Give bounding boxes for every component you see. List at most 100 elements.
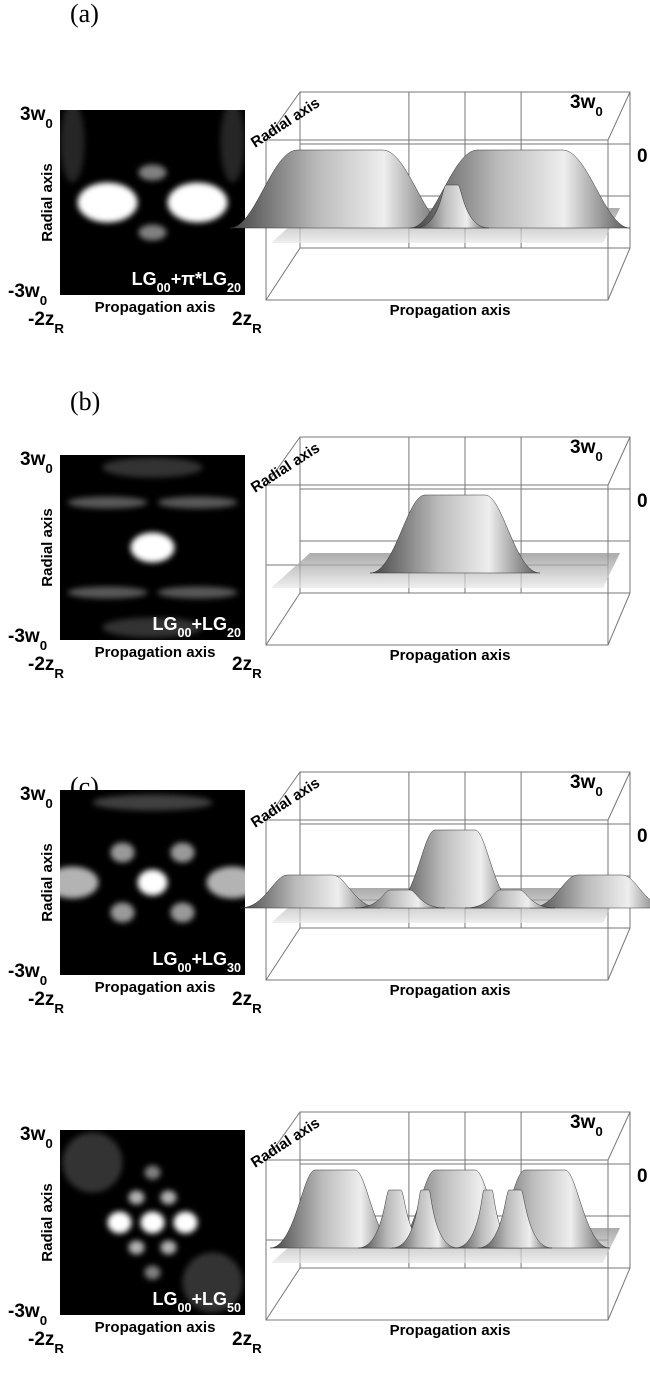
figure: (a)3w0-3w0-2zR2zRPropagation axisRadial … [0,0,650,1374]
box-edge [266,1268,300,1320]
intensity-lobe [108,1212,132,1234]
y-max-label: 3w0 [20,449,53,476]
panel-label: (a) [70,0,99,28]
x-axis-title: Propagation axis [95,1319,216,1336]
text-part: +LG [191,949,227,969]
text-part: -3w [8,281,40,302]
box-edge [608,593,630,645]
text-part: 50 [227,1301,241,1315]
surface-radial-max: 3w0 [570,92,603,119]
intensity-lobe [68,587,148,599]
x-min-label: -2zR [28,654,64,681]
text-part: 0 [595,104,602,119]
intensity-lobe [161,1191,177,1205]
intensity-lobe [145,1266,161,1280]
x-max-label: 2zR [232,654,262,681]
intensity-lobe [174,1212,198,1234]
text-part: 00 [177,626,191,640]
surface-radial-title: Radial axis [248,774,323,831]
text-part: 3w [20,1124,46,1145]
box-edge [608,92,630,140]
text-part: 3w [570,92,596,113]
text-part: R [252,666,262,681]
surface-propagation-title: Propagation axis [390,1322,511,1339]
text-part: 20 [227,626,241,640]
surface-propagation-title: Propagation axis [390,982,511,999]
x-max-label: 2zR [232,989,262,1016]
surface-value-label: 0 [637,1166,648,1187]
surface-peak [370,495,540,573]
x-max-label: 2zR [232,309,262,336]
intensity-lobe [171,903,195,923]
intensity-lobe [129,1241,145,1255]
text-part: R [252,1341,262,1356]
box-edge [608,437,630,485]
surface-propagation-title: Propagation axis [390,302,511,319]
x-axis-title: Propagation axis [95,299,216,316]
y-min-label: -3w0 [8,626,47,653]
intensity-lobe [129,1191,145,1205]
x-min-label: -2zR [28,1329,64,1356]
intensity-lobe [161,1241,177,1255]
text-part: R [252,1001,262,1016]
text-part: -2z [28,1329,54,1350]
text-part: 00 [177,1301,191,1315]
text-part: 30 [227,961,241,975]
text-part: 0 [595,449,602,464]
text-part: -3w [8,626,40,647]
text-part: 0 [45,461,52,476]
text-part: 0 [40,293,47,308]
text-part: 00 [177,961,191,975]
text-part: +LG [191,1289,227,1309]
text-part: 0 [45,116,52,131]
intensity-lobe [141,1212,165,1234]
text-part: 0 [40,638,47,653]
surface-radial-max: 3w0 [570,772,603,799]
surface-propagation-title: Propagation axis [390,647,511,664]
box-edge [266,928,300,980]
x-min-label: -2zR [28,309,64,336]
text-part: LG [152,949,177,969]
text-part: 0 [45,1136,52,1151]
intensity-lobe [171,843,195,863]
text-part: +π*LG [171,269,227,289]
text-part: R [54,1001,64,1016]
panel-label: (b) [70,387,100,416]
box-edge [608,1112,630,1160]
intensity-lobe [63,1133,123,1193]
intensity-lobe [78,183,138,223]
text-part: R [54,1341,64,1356]
box-edge [608,1268,630,1320]
intensity-lobe [111,903,135,923]
text-part: +LG [191,614,227,634]
text-part: -2z [28,654,54,675]
surface-radial-title: Radial axis [248,439,323,496]
text-part: 20 [227,281,241,295]
y-axis-title: Radial axis [39,843,56,921]
text-part: R [54,666,64,681]
box-edge [266,593,300,645]
text-part: -3w [8,1301,40,1322]
y-max-label: 3w0 [20,1124,53,1151]
text-part: LG [152,614,177,634]
text-part: 3w [20,784,46,805]
y-axis-title: Radial axis [39,508,56,586]
intensity-lobe [103,458,203,478]
text-part: LG [152,1289,177,1309]
surface-radial-title: Radial axis [248,94,323,151]
intensity-lobe [158,587,238,599]
text-part: -3w [8,961,40,982]
text-part: -2z [28,309,54,330]
x-min-label: -2zR [28,989,64,1016]
panel: (c)3w0-3w0-2zR2zRPropagation axisRadial … [8,772,650,1016]
text-part: -2z [28,989,54,1010]
y-axis-title: Radial axis [39,1183,56,1261]
y-min-label: -3w0 [8,1301,47,1328]
surface-value-label: 0 [637,491,648,512]
intensity-lobe [168,183,228,223]
text-part: R [252,321,262,336]
text-part: 3w [570,1112,596,1133]
text-part: 3w [570,772,596,793]
